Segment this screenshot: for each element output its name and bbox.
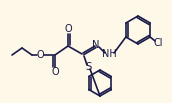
Text: O: O <box>36 50 44 60</box>
Text: S: S <box>85 62 91 72</box>
Text: Cl: Cl <box>153 38 163 48</box>
Text: O: O <box>51 67 59 77</box>
Text: N: N <box>92 40 100 50</box>
Text: O: O <box>64 24 72 34</box>
Text: NH: NH <box>102 49 116 59</box>
